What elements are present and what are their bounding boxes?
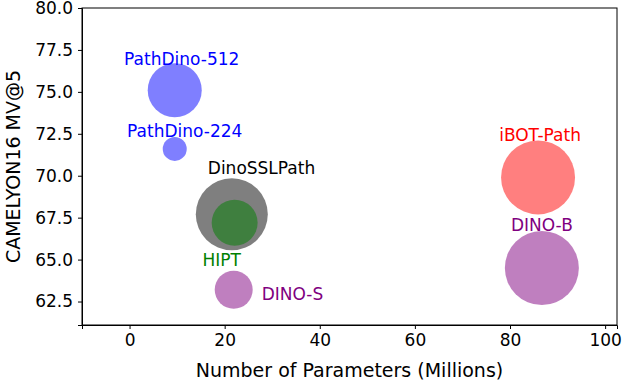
tick: 40 [309,325,331,350]
bubble [196,178,268,250]
tick: 70.0 [35,166,82,186]
x-axis: 0 20 40 60 80 100 [83,325,622,350]
tick-label: 40 [309,330,331,350]
tick: 100 [589,325,621,350]
tick: 0 [125,325,136,350]
tick: 67.5 [35,208,82,228]
tick-mark [78,302,82,303]
tick-mark [605,325,606,329]
tick-mark [78,8,82,9]
bubble-label: PathDino-512 [124,49,239,69]
plot: 0 20 40 60 80 100 62.5 65.0 67.5 70.0 72.5 75.0 77.5… [35,0,622,350]
bubble-label: DinoSSLPath [208,158,315,178]
tick-mark [510,325,511,329]
tick-mark [78,134,82,135]
tick-mark [320,325,321,329]
y-axis-title: CAMELYON16 MV@5 [2,70,24,263]
tick-label: 77.5 [35,40,73,60]
tick-mark [130,325,131,329]
bubble-label: DINO-B [511,215,573,235]
tick: 80.0 [35,0,82,18]
tick-mark [78,260,82,261]
tick-label: 20 [214,330,236,350]
tick-label: 100 [589,330,621,350]
tick: 20 [214,325,236,350]
tick-label: 62.5 [35,291,73,311]
tick-mark [78,50,82,51]
tick: 77.5 [35,40,82,60]
tick-label: 75.0 [35,82,73,102]
bubble [148,63,202,117]
tick-mark [78,176,82,177]
tick-mark [225,325,226,329]
tick-mark [415,325,416,329]
tick: 75.0 [35,82,82,102]
tick-label: 80 [500,330,522,350]
tick: 62.5 [35,291,82,311]
tick-label: 60 [405,330,427,350]
tick: 80 [500,325,522,350]
tick: 72.5 [35,124,82,144]
x-axis-title: Number of Parameters (Millions) [196,359,503,381]
bubble-label: iBOT-Path [499,125,581,145]
bubble-label: PathDino-224 [127,121,242,141]
bubble [212,200,258,246]
bubble-label: DINO-S [262,284,324,304]
bubble-label: HIPT [202,250,241,270]
frame [82,8,617,325]
tick-label: 80.0 [35,0,73,18]
tick-mark [78,218,82,219]
chart: 0 20 40 60 80 100 62.5 65.0 67.5 70.0 72.5 75.0 77.5… [0,0,630,382]
tick-label: 67.5 [35,208,73,228]
bubble [501,140,575,214]
tick-mark [78,92,82,93]
y-axis: 62.5 65.0 67.5 70.0 72.5 75.0 77.5 80.0 [35,0,82,325]
axis-line [83,326,618,330]
bubble [215,271,253,309]
bubble [505,231,579,305]
tick-label: 70.0 [35,166,73,186]
tick: 65.0 [35,250,82,270]
tick-label: 65.0 [35,250,73,270]
tick: 60 [405,325,427,350]
tick-label: 72.5 [35,124,73,144]
axis-line [78,9,83,326]
bubbles [148,63,579,309]
tick-label: 0 [125,330,136,350]
